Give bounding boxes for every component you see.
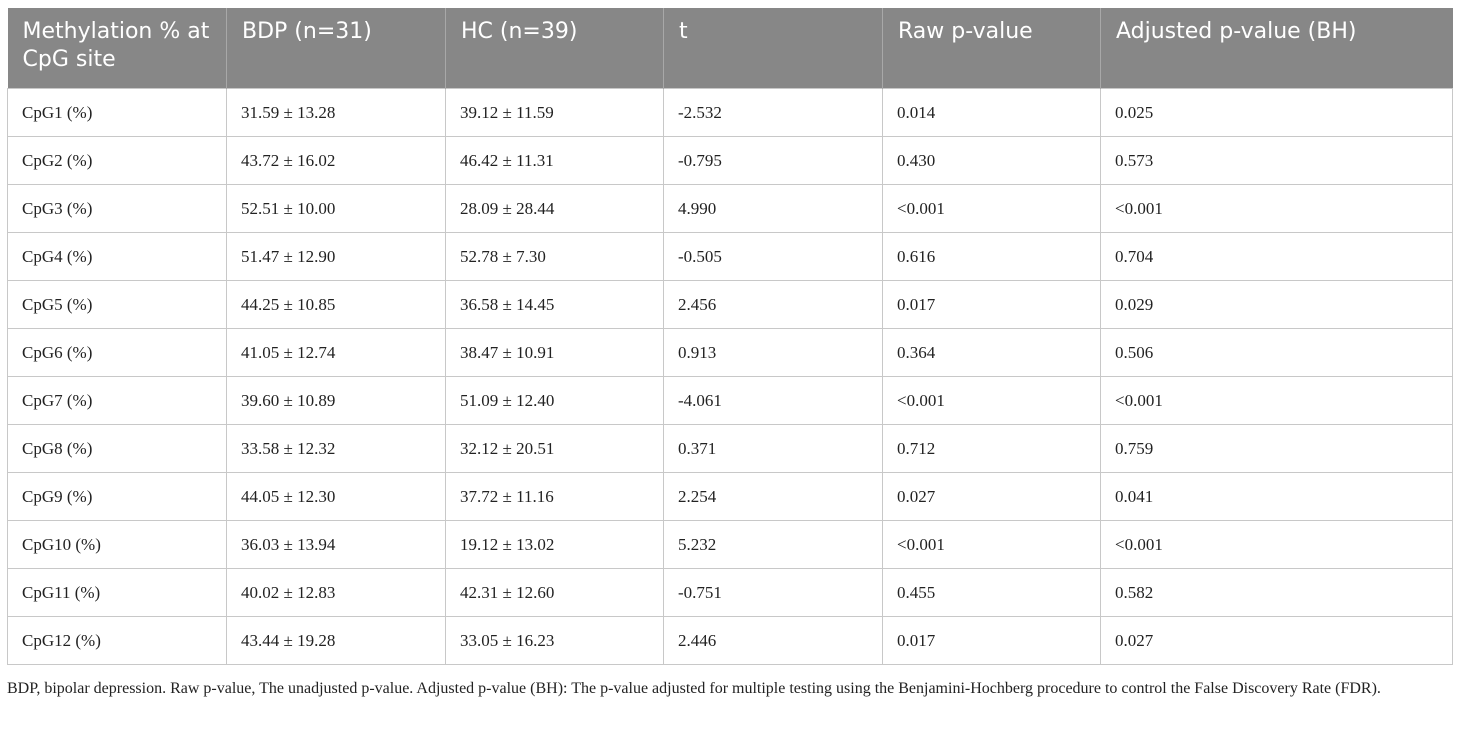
table-cell: 51.09 ± 12.40 bbox=[445, 376, 664, 425]
table-cell: -0.795 bbox=[663, 136, 883, 185]
table-cell: 2.254 bbox=[663, 472, 883, 521]
table-row: CpG12 (%) 43.44 ± 19.28 33.05 ± 16.23 2.446… bbox=[7, 616, 1453, 665]
table-cell: <0.001 bbox=[882, 376, 1101, 425]
table-cell: CpG8 (%) bbox=[7, 424, 227, 473]
table-cell: 0.616 bbox=[882, 232, 1101, 281]
table-cell: 44.25 ± 10.85 bbox=[226, 280, 446, 329]
header-cell: t bbox=[663, 8, 883, 89]
table-cell: 0.573 bbox=[1100, 136, 1453, 185]
table-cell: <0.001 bbox=[1100, 184, 1453, 233]
table-cell: 2.456 bbox=[663, 280, 883, 329]
table-cell: 40.02 ± 12.83 bbox=[226, 568, 446, 617]
table-cell: 41.05 ± 12.74 bbox=[226, 328, 446, 377]
table-cell: 4.990 bbox=[663, 184, 883, 233]
table-row: CpG9 (%) 44.05 ± 12.30 37.72 ± 11.16 2.254 0… bbox=[7, 472, 1453, 521]
table-cell: -0.751 bbox=[663, 568, 883, 617]
table-cell: 38.47 ± 10.91 bbox=[445, 328, 664, 377]
table-row: CpG2 (%) 43.72 ± 16.02 46.42 ± 11.31 -0.795… bbox=[7, 136, 1453, 185]
table-cell: 0.759 bbox=[1100, 424, 1453, 473]
table-row: CpG4 (%) 51.47 ± 12.90 52.78 ± 7.30 -0.505 0… bbox=[7, 232, 1453, 281]
table-cell: <0.001 bbox=[1100, 376, 1453, 425]
table-cell: 32.12 ± 20.51 bbox=[445, 424, 664, 473]
table-row: CpG8 (%) 33.58 ± 12.32 32.12 ± 20.51 0.371 0… bbox=[7, 424, 1453, 473]
table-cell: 0.025 bbox=[1100, 88, 1453, 137]
table-cell: 2.446 bbox=[663, 616, 883, 665]
table-cell: CpG2 (%) bbox=[7, 136, 227, 185]
header-cell: BDP (n=31) bbox=[226, 8, 446, 89]
header-cell: Raw p-value bbox=[882, 8, 1101, 89]
table-cell: 5.232 bbox=[663, 520, 883, 569]
table-cell: CpG6 (%) bbox=[7, 328, 227, 377]
table-cell: 43.44 ± 19.28 bbox=[226, 616, 446, 665]
table-cell: 33.05 ± 16.23 bbox=[445, 616, 664, 665]
table-cell: -4.061 bbox=[663, 376, 883, 425]
table-cell: CpG3 (%) bbox=[7, 184, 227, 233]
table-cell: CpG9 (%) bbox=[7, 472, 227, 521]
table-cell: 0.364 bbox=[882, 328, 1101, 377]
table-cell: CpG5 (%) bbox=[7, 280, 227, 329]
table-cell: 0.027 bbox=[882, 472, 1101, 521]
table-cell: 52.78 ± 7.30 bbox=[445, 232, 664, 281]
table-cell: 31.59 ± 13.28 bbox=[226, 88, 446, 137]
table-cell: 0.027 bbox=[1100, 616, 1453, 665]
table-cell: 51.47 ± 12.90 bbox=[226, 232, 446, 281]
header-cell: Methylation % at CpG site bbox=[7, 8, 227, 89]
table-cell: <0.001 bbox=[1100, 520, 1453, 569]
table-row: CpG3 (%) 52.51 ± 10.00 28.09 ± 28.44 4.990 <… bbox=[7, 184, 1453, 233]
table-row: CpG6 (%) 41.05 ± 12.74 38.47 ± 10.91 0.913 0… bbox=[7, 328, 1453, 377]
table-cell: 19.12 ± 13.02 bbox=[445, 520, 664, 569]
table-cell: 46.42 ± 11.31 bbox=[445, 136, 664, 185]
table-cell: CpG7 (%) bbox=[7, 376, 227, 425]
header-cell: HC (n=39) bbox=[445, 8, 664, 89]
table-body: CpG1 (%) 31.59 ± 13.28 39.12 ± 11.59 -2.532… bbox=[7, 88, 1453, 665]
table-cell: <0.001 bbox=[882, 184, 1101, 233]
table-cell: 36.58 ± 14.45 bbox=[445, 280, 664, 329]
table-cell: -0.505 bbox=[663, 232, 883, 281]
header-cell: Adjusted p-value (BH) bbox=[1100, 8, 1453, 89]
table-cell: -2.532 bbox=[663, 88, 883, 137]
footnote: BDP, bipolar depression. Raw p-value, Th… bbox=[7, 680, 1381, 697]
table-cell: 0.712 bbox=[882, 424, 1101, 473]
table-cell: 37.72 ± 11.16 bbox=[445, 472, 664, 521]
table-row: CpG5 (%) 44.25 ± 10.85 36.58 ± 14.45 2.456 0… bbox=[7, 280, 1453, 329]
table-cell: 0.014 bbox=[882, 88, 1101, 137]
table-cell: 0.371 bbox=[663, 424, 883, 473]
table-cell: 28.09 ± 28.44 bbox=[445, 184, 664, 233]
table-cell: CpG12 (%) bbox=[7, 616, 227, 665]
table-cell: 39.12 ± 11.59 bbox=[445, 88, 664, 137]
table-cell: 44.05 ± 12.30 bbox=[226, 472, 446, 521]
table-cell: CpG4 (%) bbox=[7, 232, 227, 281]
table-cell: <0.001 bbox=[882, 520, 1101, 569]
table-cell: 0.430 bbox=[882, 136, 1101, 185]
table-cell: 43.72 ± 16.02 bbox=[226, 136, 446, 185]
table-cell: 0.029 bbox=[1100, 280, 1453, 329]
table-row: CpG7 (%) 39.60 ± 10.89 51.09 ± 12.40 -4.061… bbox=[7, 376, 1453, 425]
table-row: CpG10 (%) 36.03 ± 13.94 19.12 ± 13.02 5.232… bbox=[7, 520, 1453, 569]
table-cell: 52.51 ± 10.00 bbox=[226, 184, 446, 233]
table-cell: 42.31 ± 12.60 bbox=[445, 568, 664, 617]
table-cell: 33.58 ± 12.32 bbox=[226, 424, 446, 473]
table-cell: 0.017 bbox=[882, 280, 1101, 329]
table-row: CpG1 (%) 31.59 ± 13.28 39.12 ± 11.59 -2.532… bbox=[7, 88, 1453, 137]
table-cell: 0.017 bbox=[882, 616, 1101, 665]
table-cell: 0.455 bbox=[882, 568, 1101, 617]
table-cell: 0.704 bbox=[1100, 232, 1453, 281]
table-cell: 0.913 bbox=[663, 328, 883, 377]
table-cell: 0.506 bbox=[1100, 328, 1453, 377]
table-cell: CpG10 (%) bbox=[7, 520, 227, 569]
data-table: Methylation % at CpG site BDP (n=31) HC (n… bbox=[7, 8, 1453, 665]
table-cell: CpG1 (%) bbox=[7, 88, 227, 137]
table-cell: 0.041 bbox=[1100, 472, 1453, 521]
table-row: CpG11 (%) 40.02 ± 12.83 42.31 ± 12.60 -0.75… bbox=[7, 568, 1453, 617]
header-row: Methylation % at CpG site BDP (n=31) HC (n… bbox=[7, 8, 1453, 89]
table-cell: 36.03 ± 13.94 bbox=[226, 520, 446, 569]
table-cell: 0.582 bbox=[1100, 568, 1453, 617]
table-cell: CpG11 (%) bbox=[7, 568, 227, 617]
table-cell: 39.60 ± 10.89 bbox=[226, 376, 446, 425]
